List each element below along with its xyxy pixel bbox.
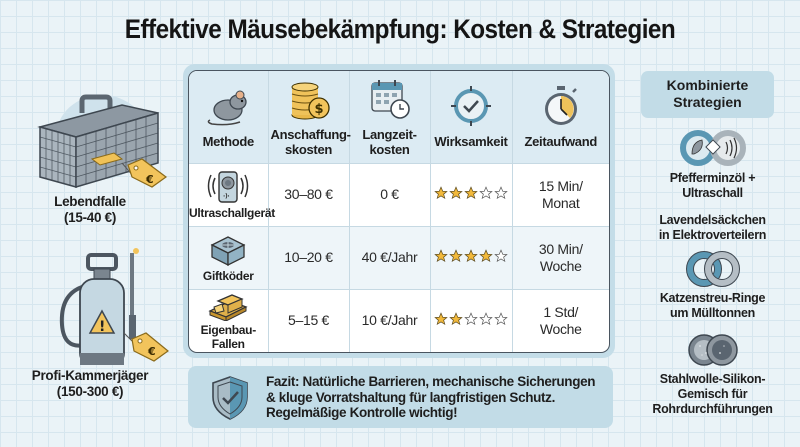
rating-3-of-5	[434, 185, 508, 200]
combined-strategies-header: Kombinierte Strategien	[641, 71, 774, 118]
strategy-cat-litter-rings: Katzenstreu-Ringe um Mülltonnen	[625, 250, 800, 321]
table-row: ·)· Ultraschallgerät 30–80 € 0 €	[189, 163, 609, 226]
header-purchase-cost: $ Anschaffung- skosten	[268, 71, 351, 163]
method-cell: ·)· Ultraschallgerät	[189, 163, 275, 226]
header-method: Methode	[189, 71, 269, 163]
time-effort-cell: 15 Min/ Monat	[538, 177, 583, 211]
purchase-cost-cell: 10–20 €	[268, 226, 350, 289]
steel-wool-rings-icon	[687, 334, 738, 366]
coins-icon: $	[291, 82, 330, 120]
header-time-effort: Zeitaufwand	[512, 71, 609, 163]
time-effort-cell: 30 Min/ Woche	[538, 240, 583, 274]
star-empty-icon	[464, 312, 478, 325]
star-filled-icon	[449, 312, 463, 325]
live-trap-icon: €	[37, 94, 168, 189]
longterm-cost-cell: 0 €	[349, 163, 431, 226]
star-empty-icon	[479, 312, 493, 325]
header-effectiveness: Wirksamkeit	[430, 71, 513, 163]
infinity-leaf-sound-icon	[679, 130, 746, 166]
strategy-peppermint-ultrasound: Pfefferminzöl + Ultraschall	[625, 128, 800, 201]
star-filled-icon	[434, 185, 448, 199]
method-cell: Giftköder	[189, 226, 269, 289]
header-longterm-cost: Langzeit- kosten	[349, 71, 431, 163]
effectiveness-cell	[430, 163, 513, 226]
diy-trap-icon	[208, 294, 248, 321]
mouse-icon	[207, 90, 247, 126]
star-filled-icon	[434, 312, 448, 325]
longterm-cost-cell: 10 €/Jahr	[349, 289, 431, 352]
conclusion-text: Fazit: Natürliche Barrieren, mechanische…	[266, 374, 596, 420]
strategy-steel-wool-silicone: Stahlwolle-Silikon- Gemisch für Rohrdurc…	[625, 331, 800, 417]
svg-text:!: !	[99, 319, 105, 335]
svg-text:$: $	[314, 102, 323, 117]
star-filled-icon	[449, 248, 463, 262]
star-filled-icon	[464, 248, 478, 262]
table-row: Giftköder 10–20 € 40 €/Jahr	[189, 226, 609, 289]
live-trap-label: Lebendfalle	[54, 194, 126, 209]
star-empty-icon	[494, 312, 508, 325]
purchase-cost-cell: 30–80 €	[268, 163, 350, 226]
pest-control-item: ! € Profi-Kammerjäger (150-300 €)	[0, 245, 180, 400]
comparison-table-frame: Methode $ Anschaffung- skosten	[183, 64, 615, 358]
comparison-table: Methode $ Anschaffung- skosten	[188, 70, 610, 353]
longterm-cost-cell: 40 €/Jahr	[349, 226, 431, 289]
live-trap-item: € Lebendfalle (15-40 €)	[0, 75, 180, 226]
star-filled-icon	[449, 185, 463, 199]
effectiveness-cell	[430, 226, 513, 289]
conclusion-box: Fazit: Natürliche Barrieren, mechanische…	[188, 366, 613, 428]
table-row: Eigenbau- Fallen 5–15 € 10 €/Jahr	[189, 289, 609, 352]
star-filled-icon	[464, 185, 478, 199]
svg-text:·)·: ·)·	[223, 193, 229, 200]
bait-station-icon	[210, 235, 246, 266]
table-header-row: Methode $ Anschaffung- skosten	[189, 71, 609, 163]
pressure-sprayer-icon: ! €	[59, 248, 169, 365]
method-cell: Eigenbau- Fallen	[189, 289, 269, 352]
calendar-clock-icon	[370, 79, 410, 119]
pest-control-label: Profi-Kammerjäger	[31, 368, 149, 383]
star-filled-icon	[434, 248, 448, 262]
star-empty-icon	[479, 185, 493, 199]
svg-text:€: €	[145, 173, 154, 186]
live-trap-price: (15-40 €)	[63, 210, 117, 225]
star-empty-icon	[494, 248, 508, 262]
rating-4-of-5	[434, 248, 508, 263]
interlocked-rings-icon	[685, 251, 740, 287]
purchase-cost-cell: 5–15 €	[268, 289, 350, 352]
shield-check-icon	[212, 376, 248, 420]
ultrasonic-device-icon: ·)·	[208, 170, 249, 203]
time-effort-cell: 1 Std/ Woche	[539, 303, 582, 337]
target-check-icon	[451, 86, 491, 127]
rating-2-of-5	[434, 312, 508, 326]
stopwatch-icon	[544, 86, 577, 126]
star-filled-icon	[479, 248, 493, 262]
effectiveness-cell	[430, 289, 513, 352]
star-empty-icon	[494, 185, 508, 199]
pest-control-price: (150-300 €)	[56, 384, 124, 399]
strategy-lavender: Lavendelsäckchen in Elektroverteilern	[658, 213, 767, 242]
page-title: Effektive Mäusebekämpfung: Kosten & Stra…	[124, 14, 676, 44]
svg-text:€: €	[147, 345, 156, 358]
